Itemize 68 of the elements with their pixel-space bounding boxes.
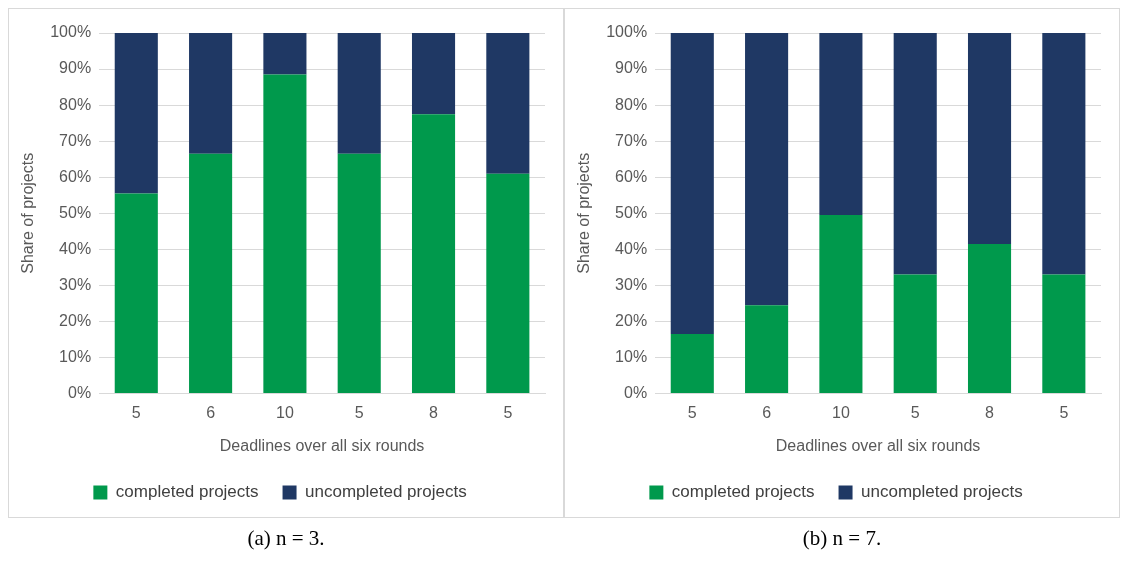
bar <box>1042 33 1086 275</box>
x-tick-label: 8 <box>985 403 995 421</box>
y-tick-label: 30% <box>615 275 648 293</box>
y-tick-label: 80% <box>59 95 92 113</box>
y-tick-label: 10% <box>59 347 92 365</box>
x-tick-label: 5 <box>503 403 513 421</box>
y-tick-label: 100% <box>50 23 92 41</box>
x-tick-label: 5 <box>354 403 364 421</box>
x-tick-label: 8 <box>429 403 439 421</box>
bar <box>486 33 530 174</box>
text: (b) n = 7. <box>801 526 883 551</box>
bar <box>745 33 789 306</box>
bar <box>967 243 1012 394</box>
bar <box>337 153 381 394</box>
y-tick-label: 100% <box>606 23 648 41</box>
x-tick-label: 6 <box>206 403 216 421</box>
y-tick-label: 0% <box>624 384 648 402</box>
bar <box>114 193 158 394</box>
y-axis-title: Share of projects <box>575 152 593 274</box>
legend-label: completed projects <box>671 482 815 502</box>
bar <box>745 305 789 394</box>
y-tick-label: 40% <box>59 239 92 257</box>
bar <box>189 153 233 394</box>
legend-label: uncompleted projects <box>305 482 467 502</box>
y-tick-label: 60% <box>615 167 648 185</box>
x-tick-label: 5 <box>1059 403 1069 421</box>
y-axis-title: Share of projects <box>19 152 37 274</box>
x-axis-title: Deadlines over all six rounds <box>775 436 981 454</box>
text: (a) n = 3. <box>246 526 326 551</box>
y-tick-label: 10% <box>615 347 648 365</box>
bar <box>1042 274 1086 394</box>
y-tick-label: 80% <box>615 95 648 113</box>
y-tick-label: 0% <box>68 384 92 402</box>
bar <box>411 114 456 394</box>
y-tick-label: 50% <box>59 203 92 221</box>
bar <box>893 274 937 394</box>
y-tick-label: 30% <box>59 275 92 293</box>
bar <box>819 33 863 216</box>
bar <box>114 33 158 194</box>
y-tick-label: 40% <box>615 239 648 257</box>
legend-label: uncompleted projects <box>861 482 1023 502</box>
bar <box>189 33 233 154</box>
bar <box>263 74 307 394</box>
x-tick-label: 10 <box>832 403 850 421</box>
y-tick-label: 90% <box>615 59 648 77</box>
x-tick-label: 5 <box>131 403 141 421</box>
x-axis-title: Deadlines over all six rounds <box>219 436 425 454</box>
bar <box>893 33 937 275</box>
bar <box>486 173 530 394</box>
legend-label: completed projects <box>115 482 259 502</box>
y-tick-label: 90% <box>59 59 92 77</box>
y-tick-label: 70% <box>59 131 92 149</box>
x-tick-label: 10 <box>276 403 294 421</box>
y-tick-label: 60% <box>59 167 92 185</box>
y-tick-label: 70% <box>615 131 648 149</box>
y-tick-label: 20% <box>615 311 648 329</box>
x-tick-label: 6 <box>762 403 772 421</box>
y-tick-label: 50% <box>615 203 648 221</box>
bar <box>670 33 714 335</box>
x-tick-label: 5 <box>910 403 920 421</box>
x-tick-label: 5 <box>687 403 697 421</box>
bar <box>967 33 1012 244</box>
bar <box>263 33 307 75</box>
bar <box>819 215 863 394</box>
y-tick-label: 20% <box>59 311 92 329</box>
bar <box>670 334 714 394</box>
bar <box>411 33 456 115</box>
bar <box>337 33 381 154</box>
